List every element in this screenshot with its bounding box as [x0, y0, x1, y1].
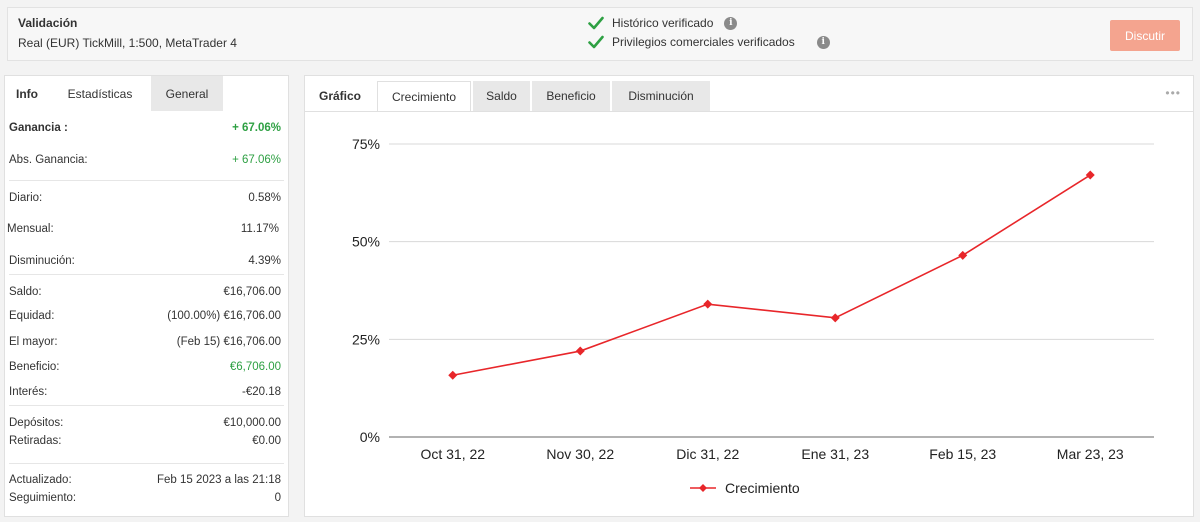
divider — [9, 463, 284, 464]
info-icon[interactable]: i — [724, 16, 738, 30]
left-tabs: Info Estadísticas General — [5, 76, 225, 111]
data-point — [1085, 170, 1095, 180]
history-verified-label: Histórico verificado — [612, 16, 714, 30]
data-point — [448, 370, 458, 380]
more-options-icon[interactable]: ••• — [1165, 86, 1181, 100]
x-tick-label: Mar 23, 23 — [1057, 446, 1124, 462]
stat-diario: Diario: 0.58% — [9, 192, 281, 204]
stat-retiradas: Retiradas: €0.00 — [9, 435, 281, 447]
stats-panel: Info Estadísticas General Ganancia : + 67… — [4, 75, 289, 517]
tab-estadisticas[interactable]: Estadísticas — [51, 76, 149, 111]
tab-crecimiento[interactable]: Crecimiento — [377, 81, 471, 111]
stat-disminucion: Disminución: 4.39% — [9, 255, 281, 267]
y-tick-label: 50% — [352, 234, 380, 250]
legend-label: Crecimiento — [725, 480, 800, 496]
stat-depositos: Depósitos: €10,000.00 — [9, 417, 281, 429]
check-icon — [588, 35, 604, 49]
stat-ganancia: Ganancia : + 67.06% — [9, 122, 281, 134]
stat-seguimiento: Seguimiento: 0 — [9, 492, 281, 504]
trading-privileges-row: Privilegios comerciales verificados i — [588, 35, 830, 49]
x-tick-label: Nov 30, 22 — [546, 446, 614, 462]
check-icon — [588, 16, 604, 30]
divider — [9, 274, 284, 275]
tab-underline — [305, 111, 1193, 112]
history-verified-row: Histórico verificado i — [588, 16, 738, 30]
y-tick-label: 0% — [360, 429, 380, 445]
trading-privileges-label: Privilegios comerciales verificados — [612, 35, 795, 49]
validation-bar: Validación Real (EUR) TickMill, 1:500, M… — [7, 7, 1193, 61]
x-tick-label: Feb 15, 23 — [929, 446, 996, 462]
validation-title: Validación — [18, 16, 78, 30]
stat-mensual: Mensual: 11.17% — [7, 223, 279, 235]
stat-el-mayor: El mayor: (Feb 15) €16,706.00 — [9, 336, 281, 348]
chart-tabs: Gráfico Crecimiento Saldo Beneficio Dism… — [305, 81, 712, 111]
growth-chart: 0% 25% 50% 75% Oct 31, 22 Nov 30, 22 Dic 31, 2… — [352, 136, 1154, 496]
tab-general[interactable]: General — [151, 76, 223, 111]
tab-saldo[interactable]: Saldo — [473, 81, 530, 111]
series-line-crecimiento — [452, 174, 1091, 377]
tab-beneficio[interactable]: Beneficio — [532, 81, 610, 111]
tab-grafico[interactable]: Gráfico — [305, 81, 375, 111]
data-point — [703, 299, 713, 309]
tab-disminucion[interactable]: Disminución — [612, 81, 710, 111]
data-point — [958, 250, 968, 260]
x-tick-label: Dic 31, 22 — [676, 446, 739, 462]
x-tick-label: Oct 31, 22 — [420, 446, 485, 462]
account-details: Real (EUR) TickMill, 1:500, MetaTrader 4 — [18, 36, 237, 50]
divider — [9, 180, 284, 181]
data-point — [830, 313, 840, 323]
stat-interes: Interés: -€20.18 — [9, 386, 281, 398]
legend-marker — [699, 484, 707, 492]
y-tick-label: 75% — [352, 136, 380, 152]
divider — [9, 405, 284, 406]
data-point — [575, 346, 585, 356]
chart-panel: Gráfico Crecimiento Saldo Beneficio Dism… — [304, 75, 1194, 517]
stat-equidad: Equidad: (100.00%) €16,706.00 — [9, 310, 281, 322]
stat-abs-ganancia: Abs. Ganancia: + 67.06% — [9, 154, 281, 166]
tab-info[interactable]: Info — [5, 76, 49, 111]
y-tick-label: 25% — [352, 331, 380, 347]
stat-actualizado: Actualizado: Feb 15 2023 a las 21:18 — [9, 474, 281, 486]
discuss-button[interactable]: Discutir — [1110, 20, 1180, 51]
info-icon[interactable]: i — [816, 35, 830, 49]
stat-beneficio: Beneficio: €6,706.00 — [9, 361, 281, 373]
x-tick-label: Ene 31, 23 — [801, 446, 869, 462]
stat-saldo: Saldo: €16,706.00 — [9, 286, 281, 298]
